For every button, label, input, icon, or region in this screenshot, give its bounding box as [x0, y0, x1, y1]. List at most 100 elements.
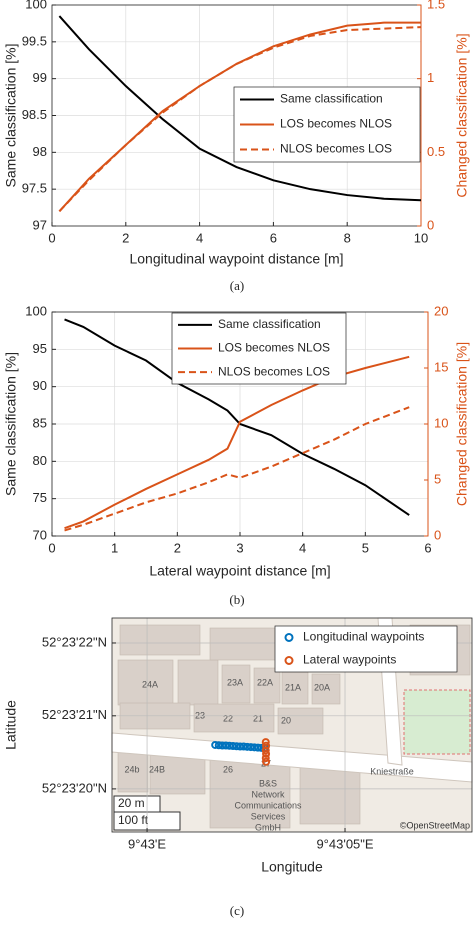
y2-tick-label: 20: [434, 303, 448, 318]
x-tick-label: 5: [362, 540, 369, 555]
legend-marker: [284, 633, 294, 642]
map-label: Services: [251, 811, 286, 821]
map-building: [311, 673, 341, 705]
x-tick-label: 9°43'05"E: [316, 836, 373, 851]
y2-tick-label: 1: [427, 70, 434, 85]
y2-axis-label: Changed classification [%]: [454, 33, 470, 197]
scale-label: 20 m: [118, 796, 145, 810]
legend-label: Same classification: [280, 92, 383, 106]
x-tick-label: 2: [174, 540, 181, 555]
waypoint: [246, 743, 255, 752]
map-label: 23A: [227, 677, 243, 687]
map-park: [403, 689, 471, 755]
x-tick-label: 6: [270, 230, 277, 245]
waypoint: [250, 743, 259, 752]
map-label: 23: [195, 710, 205, 720]
caption: (c): [230, 903, 244, 918]
y-tick-label: 98: [33, 144, 47, 159]
caption: (a): [230, 278, 244, 293]
map-building: [299, 763, 361, 825]
map-label: Communications: [234, 800, 302, 810]
y-tick-label: 99: [33, 70, 47, 85]
waypoint: [261, 746, 270, 755]
y-tick-label: 98.5: [22, 107, 47, 122]
x-tick-label: 8: [344, 230, 351, 245]
legend-label: Lateral waypoints: [303, 653, 396, 667]
y2-tick-label: 0: [427, 217, 434, 232]
y2-axis-label: Changed classification [%]: [454, 342, 470, 506]
map-label: 21A: [285, 682, 301, 692]
y-tick-label: 70: [33, 527, 47, 542]
y2-tick-label: 0: [434, 527, 441, 542]
x-tick-label: 9°43'E: [128, 836, 166, 851]
map-label: 21: [253, 713, 263, 723]
waypoint: [218, 741, 227, 750]
map-label: Kniestraße: [370, 766, 414, 776]
map-building: [177, 659, 219, 706]
scale-label: 100 ft: [118, 813, 149, 827]
waypoint: [262, 741, 271, 750]
map-label: 22: [223, 713, 233, 723]
y-tick-label: 90: [33, 378, 47, 393]
data-line: [64, 406, 410, 532]
x-axis-label: Lateral waypoint distance [m]: [149, 563, 330, 579]
map-building: [193, 703, 275, 733]
y-axis-label: Same classification [%]: [3, 44, 19, 188]
legend-marker: [284, 656, 294, 665]
waypoint: [262, 757, 271, 766]
waypoint: [236, 742, 245, 751]
y-axis-label: Same classification [%]: [3, 352, 19, 496]
x-axis-label: Longitude: [261, 859, 323, 875]
y-tick-label: 52°23'22"N: [42, 634, 107, 649]
map-label: 27: [261, 758, 271, 768]
caption: (b): [229, 592, 244, 607]
plot-frame: [111, 617, 473, 833]
waypoint: [262, 749, 271, 758]
x-axis-label: Longitudinal waypoint distance [m]: [129, 251, 343, 267]
y-tick-label: 97.5: [22, 181, 47, 196]
attribution: ©OpenStreetMap: [400, 820, 470, 830]
waypoint: [225, 741, 234, 750]
legend-label: NLOS becomes LOS: [218, 364, 330, 378]
waypoint: [232, 742, 241, 751]
waypoint: [214, 741, 223, 750]
y2-tick-label: 1.5: [427, 0, 445, 11]
map-building: [277, 707, 324, 735]
y-tick-label: 97: [33, 217, 47, 232]
waypoint: [253, 743, 262, 752]
x-tick-label: 3: [236, 540, 243, 555]
data-line: [64, 318, 410, 516]
map-building: [119, 624, 201, 656]
data-line: [58, 26, 422, 212]
map-label: 20: [281, 715, 291, 725]
legend-label: Longitudinal waypoints: [303, 630, 424, 644]
x-tick-label: 6: [424, 540, 431, 555]
data-line: [58, 15, 422, 202]
map-label: 22A: [257, 677, 273, 687]
waypoint: [243, 742, 252, 751]
y-tick-label: 100: [25, 303, 47, 318]
waypoint: [239, 742, 248, 751]
map-label: Network: [251, 789, 285, 799]
legend-box: [274, 625, 458, 673]
waypoint: [261, 754, 270, 763]
legend-label: NLOS becomes LOS: [280, 142, 392, 156]
waypoint: [228, 742, 237, 751]
y-tick-label: 52°23'20"N: [42, 780, 107, 795]
map-building: [117, 659, 174, 706]
waypoint: [221, 741, 230, 750]
y-axis-label: Latitude: [3, 700, 19, 750]
map-building: [209, 757, 291, 829]
y-tick-label: 75: [33, 490, 47, 505]
waypoint: [211, 740, 220, 749]
map-label: 20A: [314, 682, 330, 692]
waypoint: [261, 738, 270, 747]
y-tick-label: 95: [33, 341, 47, 356]
map-label: 24B: [149, 764, 165, 774]
map-building: [253, 667, 281, 704]
map-building: [221, 664, 251, 704]
y2-tick-label: 15: [434, 359, 448, 374]
x-tick-label: 0: [48, 230, 55, 245]
y2-tick-label: 10: [434, 415, 448, 430]
